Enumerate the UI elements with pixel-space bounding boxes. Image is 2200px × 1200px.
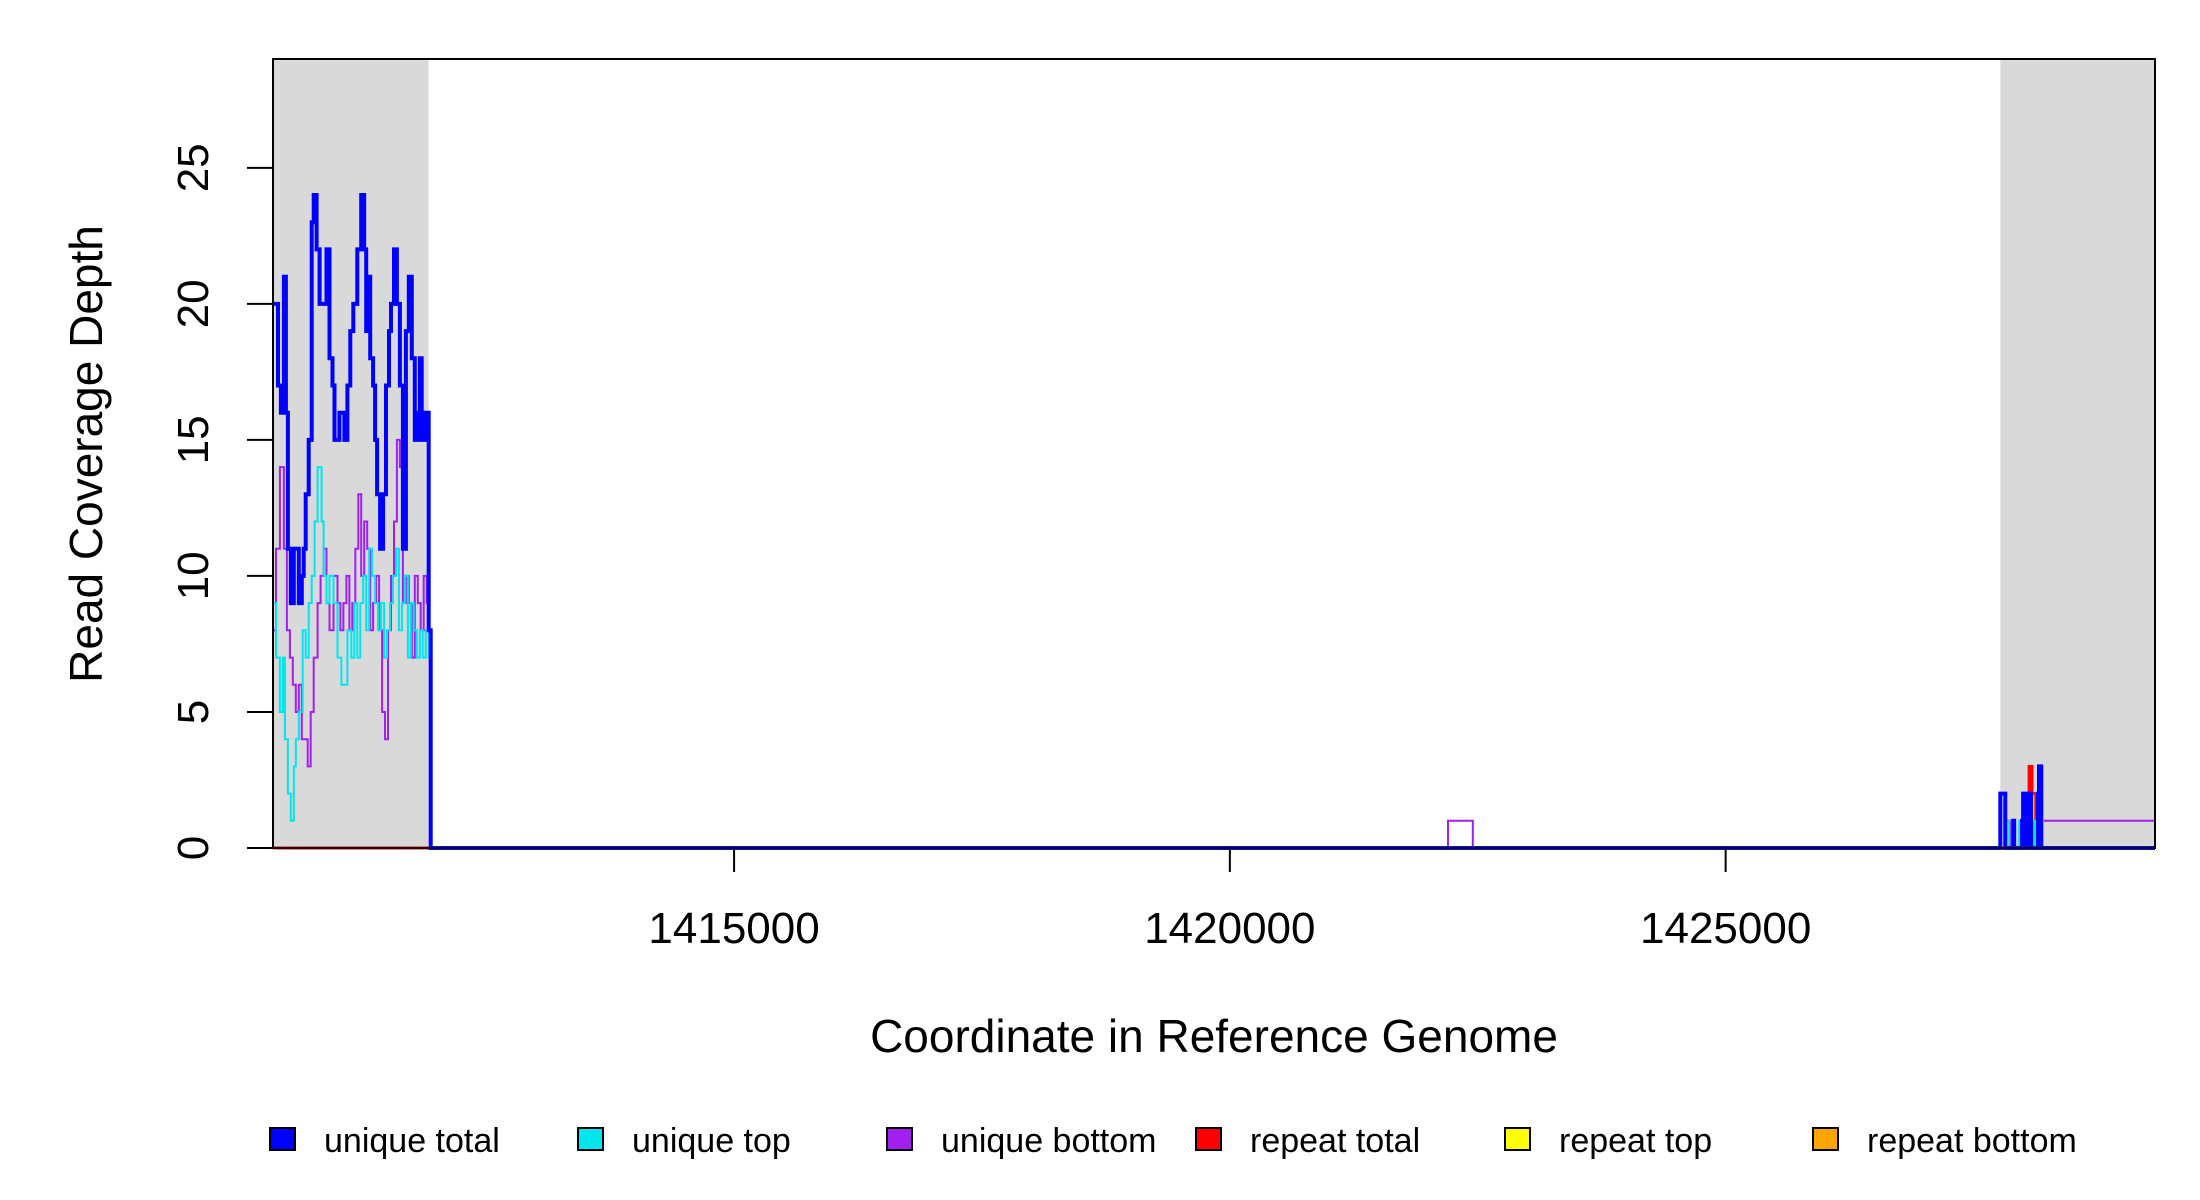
series-repeat-top [273, 792, 2155, 849]
shaded-region-2 [2000, 59, 2155, 848]
x-tick-label: 1425000 [1640, 904, 1811, 953]
legend-label-unique-total: unique total [324, 1122, 500, 1160]
y-axis: 0 5 10 15 20 25 [169, 143, 273, 860]
y-tick-label: 5 [169, 700, 218, 724]
series-unique-top [273, 466, 2155, 849]
y-tick-label: 10 [169, 551, 218, 600]
legend-label-repeat-top: repeat top [1559, 1122, 1712, 1160]
legend-label-unique-top: unique top [632, 1122, 791, 1160]
legend-swatch-repeat-bottom [1812, 1127, 1839, 1151]
legend-swatch-unique-bottom [886, 1127, 913, 1151]
x-tick-label: 1415000 [648, 904, 819, 953]
y-tick-label: 15 [169, 415, 218, 464]
legend-swatch-repeat-total [1195, 1127, 1222, 1151]
legend-swatch-repeat-top [1504, 1127, 1531, 1151]
legend-label-repeat-total: repeat total [1250, 1122, 1420, 1160]
x-axis: 1415000 1420000 1425000 [648, 848, 1811, 953]
y-tick-label: 25 [169, 143, 218, 192]
series-unique-bottom [273, 438, 2156, 849]
y-tick-label: 0 [169, 836, 218, 860]
plot-frame [272, 58, 2156, 849]
series-repeat-bottom [273, 792, 2155, 849]
x-axis-title: Coordinate in Reference Genome [870, 1010, 1558, 1062]
legend-label-repeat-bottom: repeat bottom [1867, 1122, 2077, 1160]
shaded-regions [273, 59, 2155, 848]
x-tick-label: 1420000 [1144, 904, 1315, 953]
y-axis-title: Read Coverage Depth [60, 225, 112, 683]
legend-label-unique-bottom: unique bottom [941, 1122, 1157, 1160]
series-unique-total [273, 193, 2155, 850]
legend: unique total unique top unique bottom repea… [269, 1122, 2077, 1160]
legend-swatch-unique-total [269, 1127, 296, 1151]
series-repeat-total [273, 764, 2155, 850]
y-tick-label: 20 [169, 279, 218, 328]
series-layer [273, 193, 2156, 850]
legend-swatch-unique-top [577, 1127, 604, 1151]
